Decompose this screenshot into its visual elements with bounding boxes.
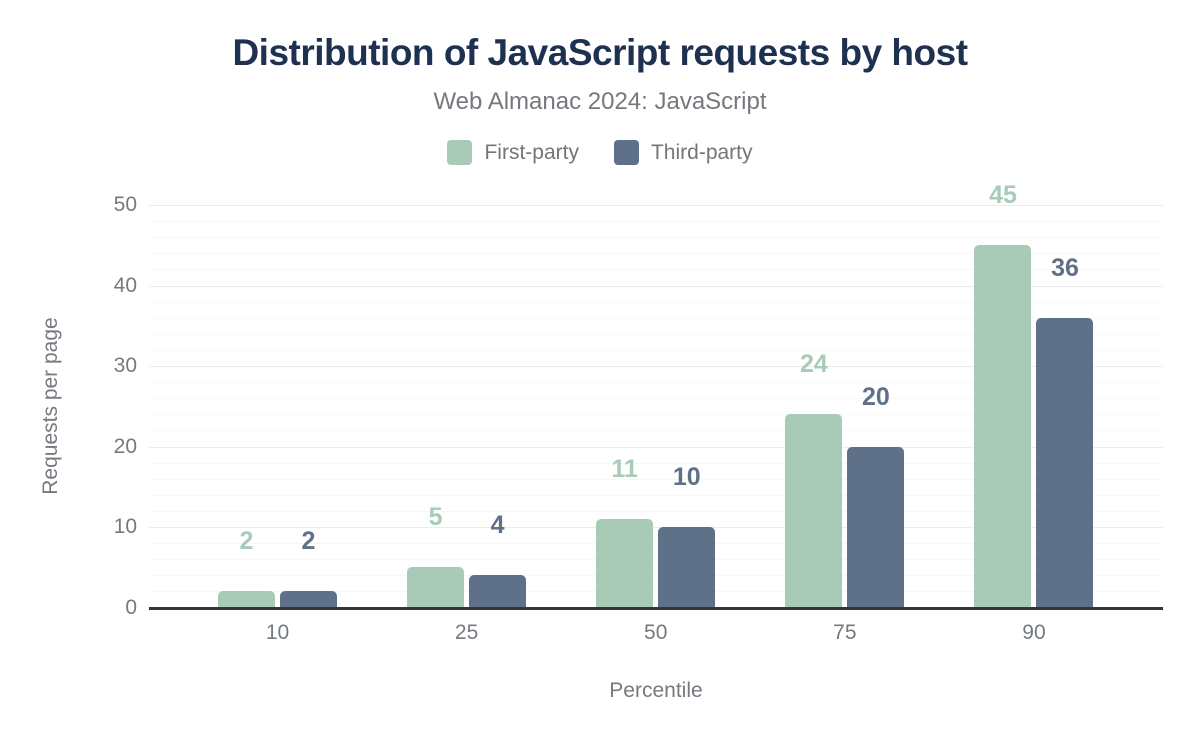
gridline [149,511,1163,512]
legend: First-party Third-party [0,140,1200,165]
legend-label: First-party [484,140,579,164]
bar-first-party-p75 [785,414,843,608]
gridline [149,318,1163,319]
bar-value-label: 10 [672,463,701,491]
gridline [149,253,1163,254]
x-axis-line [149,607,1163,610]
bar-value-label: 2 [239,527,254,556]
gridline [149,543,1163,544]
bar-third-party-p50 [658,527,716,608]
x-axis-tick-label: 90 [1022,621,1046,644]
legend-label: Third-party [650,140,753,164]
gridline [149,269,1163,270]
x-axis-tick-label: 50 [644,621,668,644]
gridline [149,559,1163,560]
bar-first-party-p25 [407,567,465,608]
gridline [149,495,1163,496]
bar-first-party-p10 [218,591,275,608]
y-axis-tick-label: 40 [113,273,137,297]
bar-value-label: 4 [490,511,505,540]
gridline [149,463,1163,464]
gridline [149,527,1163,528]
y-axis-tick-label: 20 [113,434,137,458]
gridline [149,591,1163,592]
gridline [149,334,1163,335]
bar-first-party-p50 [596,518,654,608]
bar-value-label: 5 [428,503,443,532]
y-axis-tick-label: 50 [113,193,137,216]
gridline [149,350,1163,351]
gridline [149,398,1163,399]
bar-third-party-p25 [469,575,527,608]
y-axis-tick-label: 0 [125,595,137,619]
gridline [149,447,1163,448]
gridline [149,286,1163,287]
y-axis-tick-label: 30 [113,354,137,377]
gridline [149,575,1163,576]
bar-third-party-p90 [1036,317,1094,608]
chart-subtitle: Web Almanac 2024: JavaScript [433,88,767,115]
x-axis-tick-label: 75 [833,621,857,644]
legend-item-third-party: Third-party [613,140,753,165]
bar-value-label: 2 [301,527,316,556]
bar-value-label: 36 [1051,253,1079,282]
legend-item-first-party: First-party [447,140,579,165]
bar-value-label: 20 [861,382,890,411]
bar-first-party-p90 [974,245,1032,608]
chart-title: Distribution of JavaScript requests by h… [232,32,968,73]
bar-third-party-p75 [847,446,905,608]
y-axis-tick-label: 10 [113,515,137,538]
gridline [149,382,1163,383]
bar-third-party-p10 [280,591,337,608]
bar-value-label: 11 [611,454,638,483]
x-axis-tick-label: 10 [265,621,290,644]
gridline [149,366,1163,367]
gridline [149,414,1163,415]
y-axis-title: Requests per page [39,317,62,495]
gridline [149,479,1163,480]
legend-swatch-third-party [613,140,639,165]
x-axis-tick-label: 25 [454,621,479,644]
gridline [149,205,1163,206]
gridline [149,237,1163,238]
gridline [149,221,1163,222]
bar-value-label: 24 [799,350,828,379]
bar-value-label: 45 [989,181,1017,210]
gridline [149,302,1163,303]
legend-swatch-first-party [447,140,473,165]
gridline [149,430,1163,431]
x-axis-title: Percentile [609,679,703,702]
